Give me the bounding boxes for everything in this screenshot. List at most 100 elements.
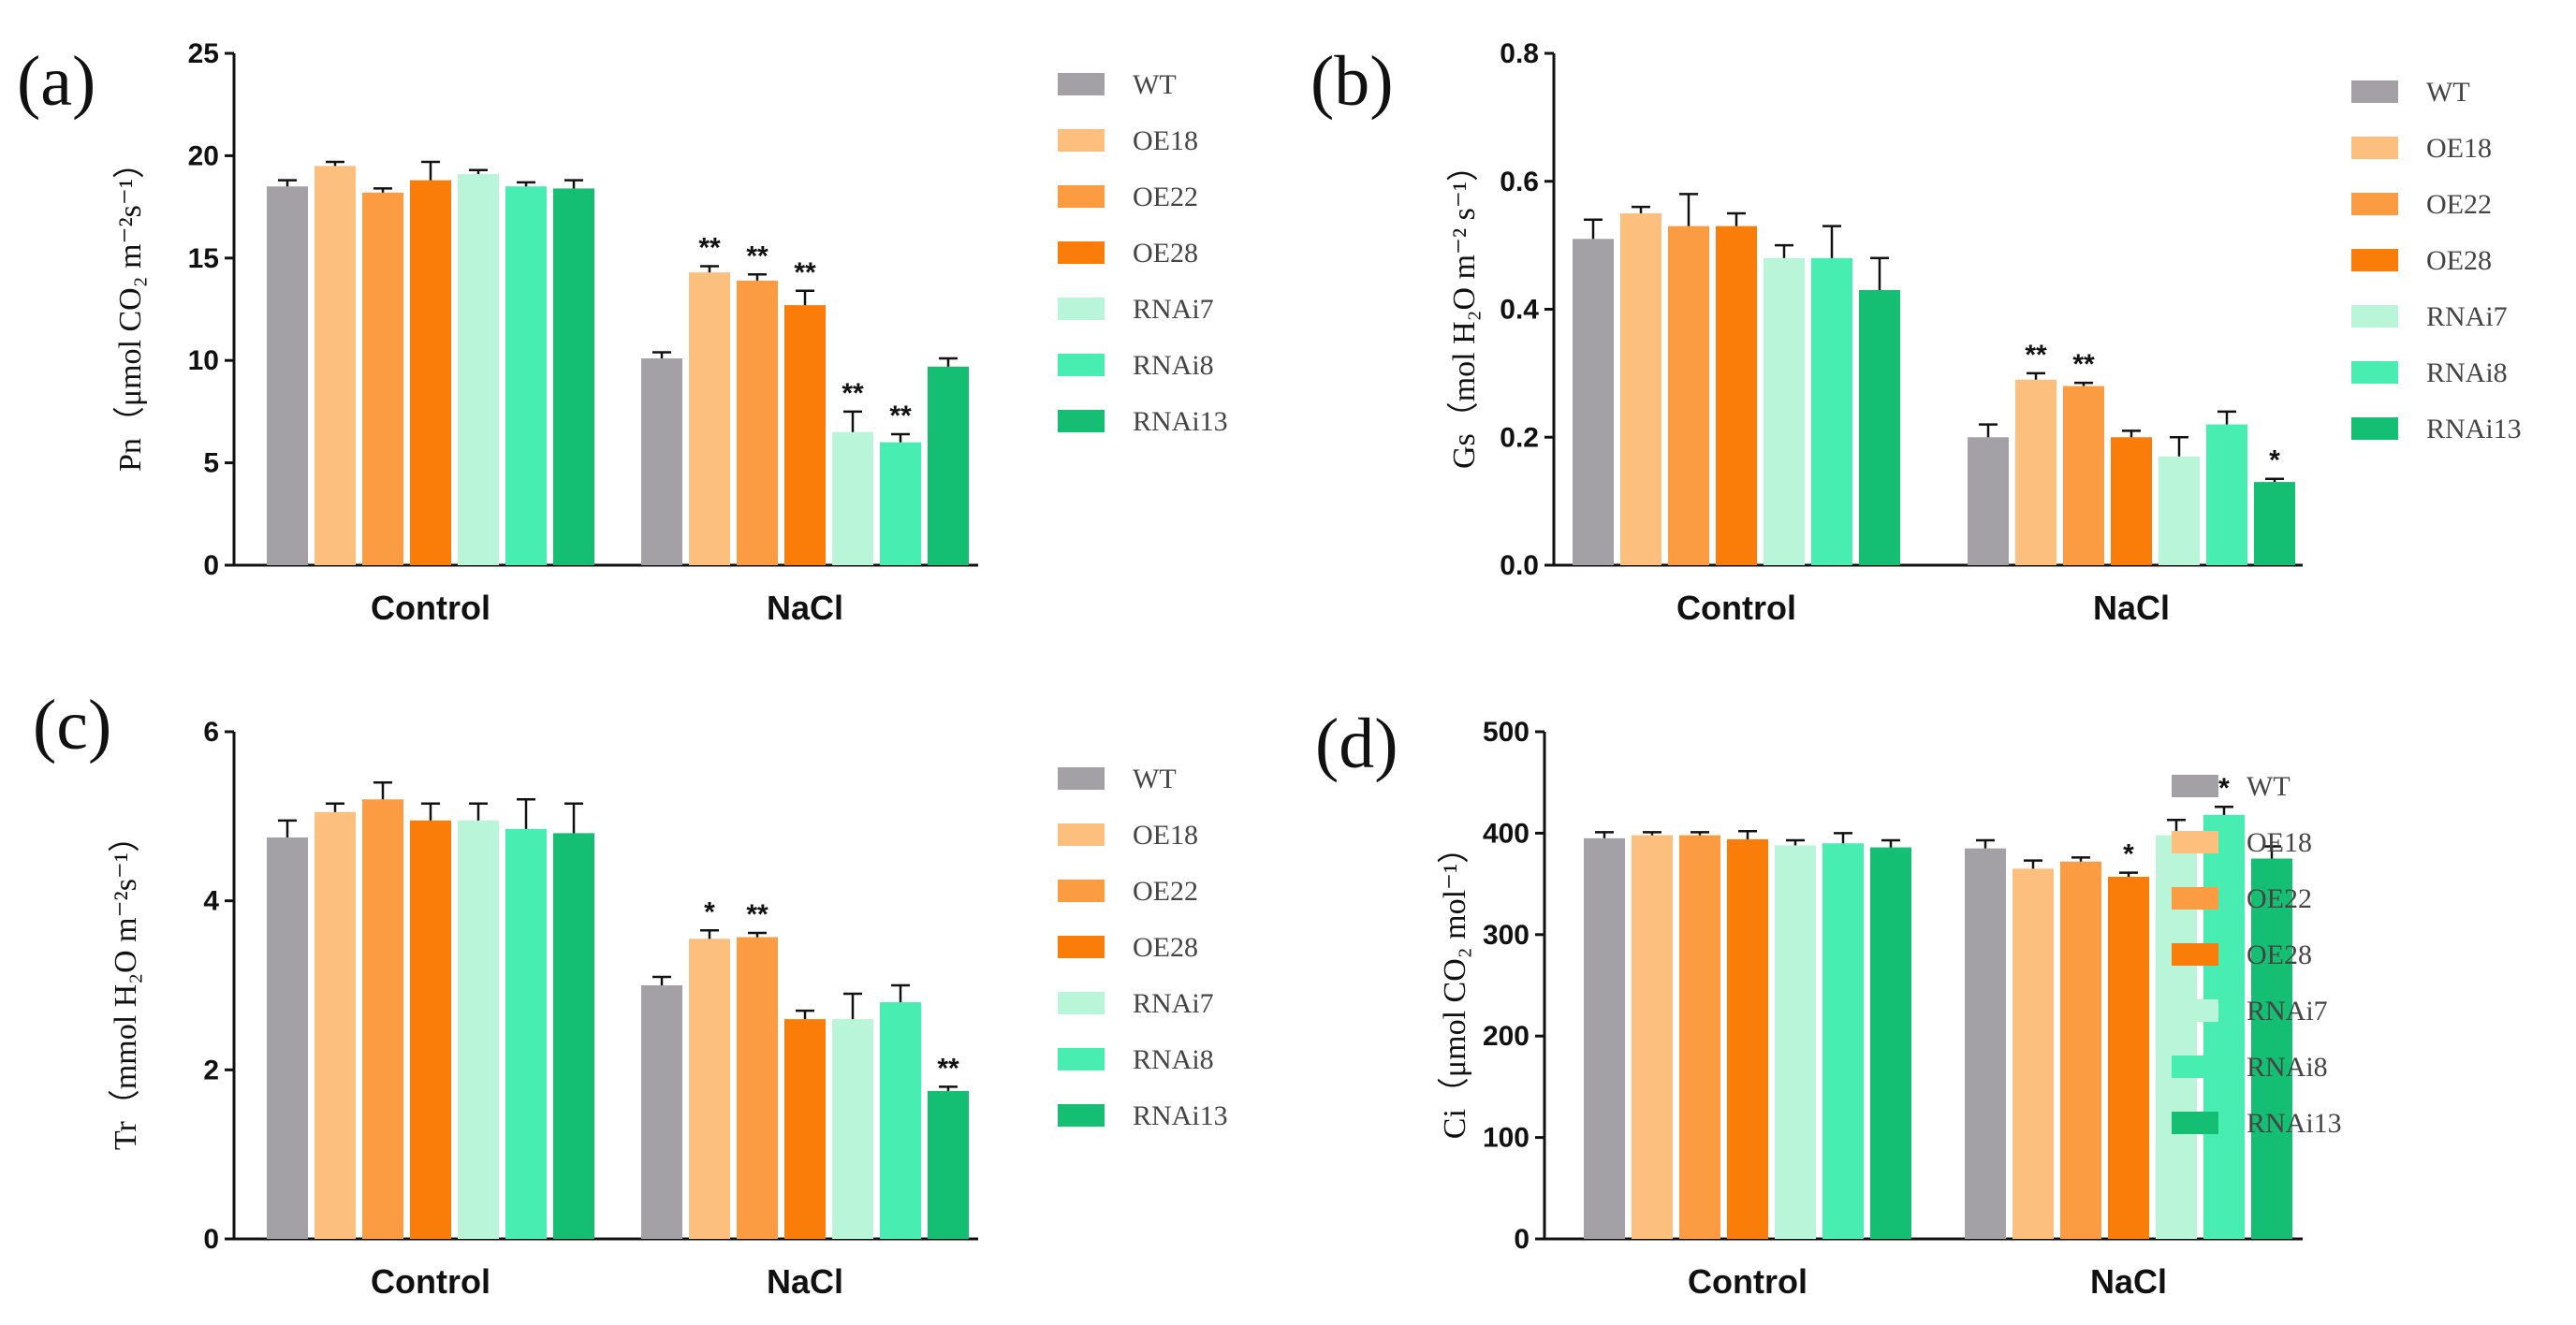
legend-swatch-WT (1058, 73, 1105, 95)
legend-swatch-RNAi13 (2351, 417, 2398, 440)
y-tick-label: 100 (1483, 1123, 1530, 1154)
y-tick-label: 0.6 (1500, 167, 1539, 197)
bar-OE18-NaCl (689, 939, 730, 1239)
legend-label: WT (2426, 77, 2470, 108)
legend-swatch-OE28 (1058, 936, 1105, 958)
legend-swatch-OE28 (2351, 249, 2398, 271)
bar-OE28-Control (1727, 838, 1768, 1239)
legend-label: RNAi7 (1133, 294, 1214, 325)
legend-label: RNAi7 (2247, 996, 2328, 1027)
legend-label: OE18 (2247, 827, 2312, 858)
bar-WT-NaCl (1968, 437, 2009, 565)
legend-label: WT (2247, 771, 2291, 802)
legend-label: RNAi8 (1133, 350, 1214, 381)
y-tick-label: 10 (188, 345, 219, 376)
panel-label: (a) (17, 42, 95, 121)
bar-OE22-Control (1679, 835, 1720, 1239)
y-tick-label: 4 (203, 886, 219, 917)
bar-RNAi13-NaCl (2254, 482, 2295, 565)
bar-OE22-NaCl (2063, 386, 2104, 565)
legend-swatch-RNAi13 (2172, 1112, 2218, 1134)
legend-label: RNAi8 (2247, 1052, 2328, 1083)
legend-label: RNAi13 (2426, 414, 2522, 444)
bar-RNAi8-Control (505, 828, 547, 1239)
y-tick-label: 25 (188, 38, 219, 69)
bar-RNAi7-NaCl (832, 431, 873, 565)
bar-RNAi13-Control (553, 833, 594, 1239)
y-tick-label: 500 (1483, 717, 1530, 748)
panel-label: (b) (1310, 42, 1394, 121)
legend-label: WT (1133, 764, 1177, 794)
bar-OE28-Control (410, 820, 451, 1239)
bar-RNAi13-NaCl (928, 366, 969, 565)
bar-OE22-Control (362, 799, 403, 1239)
bar-RNAi7-NaCl (832, 1019, 873, 1239)
legend-swatch-OE18 (2172, 831, 2218, 853)
legend-swatch-OE18 (2351, 137, 2398, 159)
legend-swatch-RNAi8 (1058, 1048, 1105, 1070)
legend-swatch-RNAi8 (2172, 1056, 2218, 1078)
y-axis-label: Ci（μmol CO₂ mol⁻¹） (1437, 832, 1472, 1139)
chart-panel-b: (b) 0.0 0.2 0.4 0.6 0.8 Gs（mol H₂O m⁻² s⁻¹） Con… (1310, 38, 2522, 627)
legend-swatch-RNAi7 (1058, 992, 1105, 1014)
bar-OE18-Control (315, 811, 356, 1239)
legend-swatch-OE22 (2351, 193, 2398, 215)
bar-OE22-NaCl (737, 937, 778, 1239)
legend-swatch-OE28 (2172, 943, 2218, 966)
significance-marker: ** (2025, 340, 2047, 371)
bar-OE28-NaCl (784, 1019, 826, 1239)
legend-swatch-OE22 (1058, 185, 1105, 208)
bar-WT-Control (1584, 837, 1625, 1239)
significance-marker: ** (2072, 349, 2095, 380)
legend-swatch-RNAi8 (2351, 361, 2398, 384)
y-axis-label: Pn（μmol CO₂ m⁻²s⁻¹） (112, 147, 148, 472)
x-category-label: Control (1676, 589, 1796, 627)
bar-WT-Control (267, 837, 308, 1239)
legend-label: OE28 (2247, 939, 2312, 970)
bar-RNAi8-Control (1811, 257, 1852, 565)
significance-marker: ** (794, 257, 816, 288)
bar-WT-NaCl (641, 985, 682, 1239)
bar-RNAi13-Control (1859, 289, 1900, 565)
legend-swatch-WT (2172, 775, 2218, 797)
x-category-label: Control (371, 1262, 490, 1301)
legend-swatch-OE22 (2172, 887, 2218, 910)
bar-RNAi8-NaCl (880, 1002, 921, 1239)
bar-RNAi8-NaCl (880, 442, 921, 565)
legend-swatch-RNAi8 (1058, 354, 1105, 376)
legend-label: OE18 (1133, 125, 1198, 156)
bar-WT-Control (267, 186, 308, 565)
bar-RNAi7-NaCl (2159, 456, 2200, 565)
bar-RNAi7-Control (458, 820, 499, 1239)
x-category-label: NaCl (2090, 1262, 2167, 1301)
bar-OE28-NaCl (2111, 437, 2152, 565)
x-category-label: Control (371, 589, 490, 627)
y-tick-label: 0 (203, 550, 219, 581)
legend-label: OE28 (2426, 245, 2492, 276)
bar-OE28-Control (410, 180, 451, 565)
legend-label: OE22 (1133, 182, 1198, 212)
y-tick-label: 0.2 (1500, 422, 1539, 453)
y-tick-label: 15 (188, 243, 219, 274)
bar-OE28-Control (1716, 226, 1757, 566)
y-axis-label: Tr（mmol H₂O m⁻²s⁻¹） (108, 821, 143, 1150)
legend-label: OE22 (2426, 189, 2492, 220)
y-tick-label: 0.0 (1500, 550, 1539, 581)
x-category-label: NaCl (767, 589, 843, 627)
bar-RNAi13-NaCl (928, 1090, 969, 1239)
x-category-label: NaCl (767, 1262, 843, 1301)
y-axis-label: Gs（mol H₂O m⁻² s⁻¹） (1446, 150, 1482, 469)
significance-marker: ** (889, 400, 912, 431)
bar-OE18-NaCl (2012, 868, 2054, 1239)
bar-OE18-Control (1620, 212, 1661, 565)
legend-swatch-OE28 (1058, 241, 1105, 264)
bar-RNAi13-NaCl (2251, 858, 2292, 1239)
y-tick-label: 300 (1483, 920, 1530, 951)
chart-panel-d: (d) 0 100 200 300 400 500 Ci（μmol CO₂ mol⁻¹） Con… (1315, 705, 2342, 1301)
panel-label: (c) (33, 686, 111, 764)
legend-label: OE22 (1133, 876, 1198, 907)
bar-OE18-NaCl (2015, 379, 2056, 565)
legend-label: OE18 (2426, 133, 2492, 164)
legend-label: OE22 (2247, 883, 2312, 914)
